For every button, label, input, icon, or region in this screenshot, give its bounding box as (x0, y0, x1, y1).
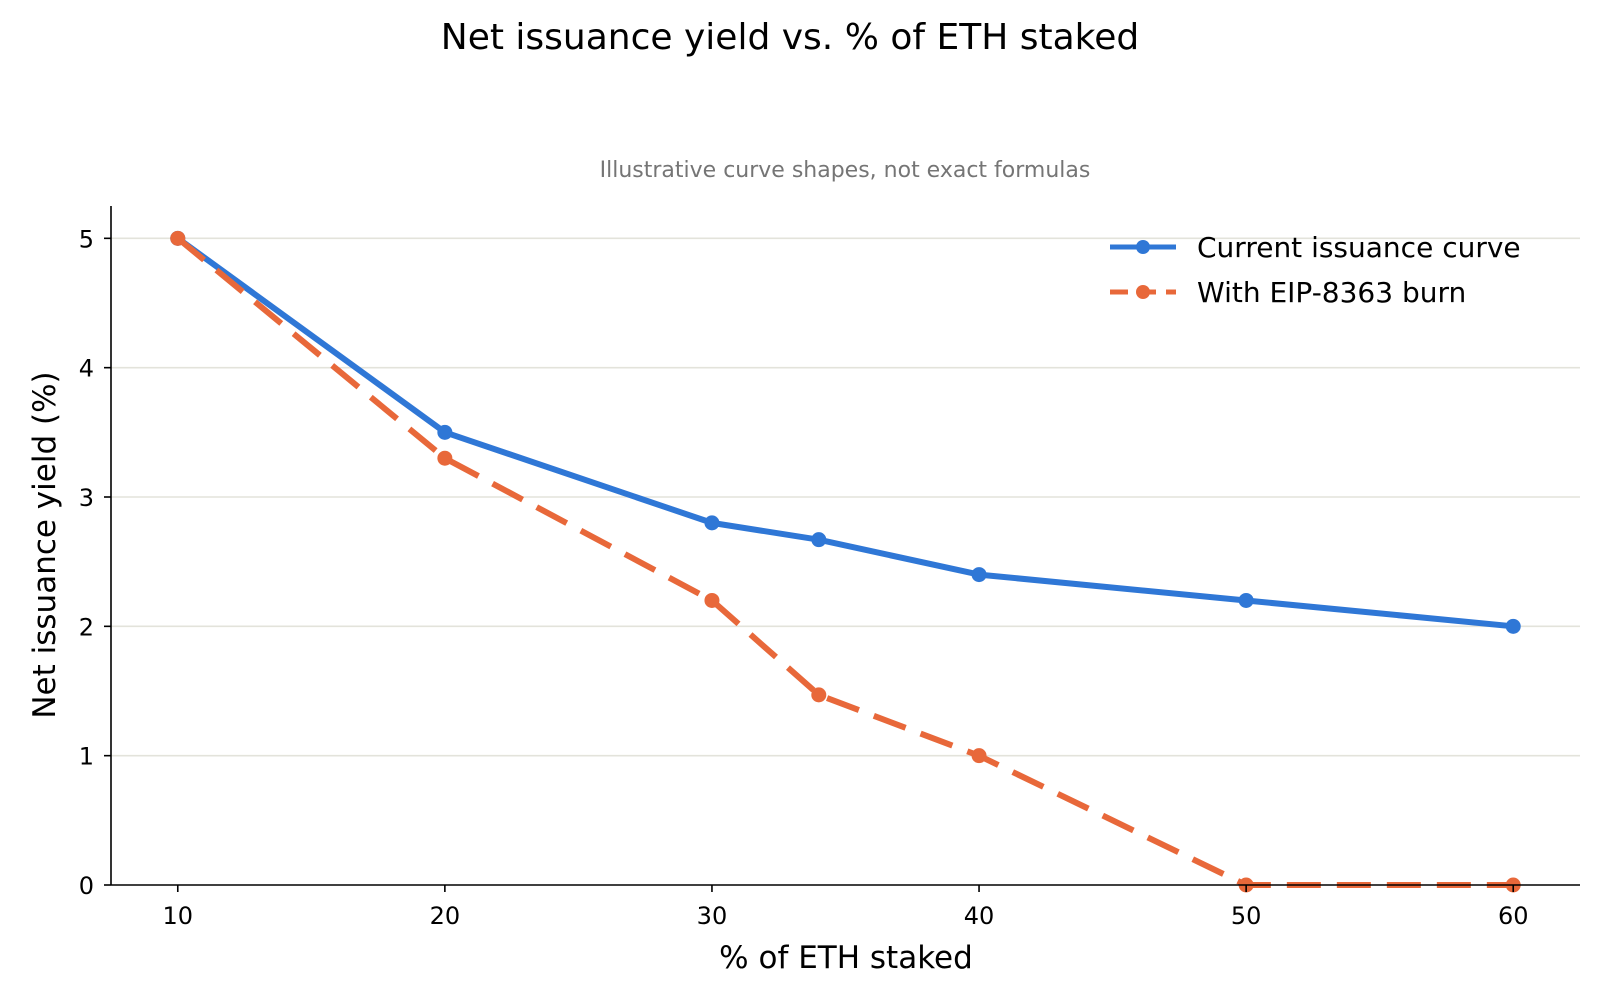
x-tick-label: 20 (430, 902, 461, 930)
legend: Current issuance curve With EIP-8363 bur… (1110, 231, 1521, 309)
legend-swatch-current-marker (1136, 240, 1150, 254)
y-tick-label: 1 (79, 743, 94, 771)
y-tick-label: 3 (79, 484, 94, 512)
x-tick-label: 40 (964, 902, 995, 930)
x-tick-label: 10 (162, 902, 193, 930)
x-tick-label: 30 (697, 902, 728, 930)
y-tick-label: 0 (79, 872, 94, 900)
chart-subtitle: Illustrative curve shapes, not exact for… (600, 158, 1091, 183)
legend-item-current: Current issuance curve (1110, 231, 1521, 264)
x-tick-label: 50 (1231, 902, 1262, 930)
legend-label-eip8363: With EIP-8363 burn (1197, 276, 1466, 309)
y-tick-label: 5 (79, 225, 94, 253)
series-point-1 (971, 748, 987, 764)
series-line-1 (175, 235, 1514, 888)
series-point-0 (1238, 592, 1254, 608)
series-point-1 (437, 450, 453, 466)
legend-label-current: Current issuance curve (1197, 231, 1521, 264)
tick-layer: 0 1 2 3 4 5 10 20 30 40 50 60 (79, 225, 1529, 930)
series-point-0 (704, 515, 720, 531)
x-axis-label: % of ETH staked (719, 940, 973, 976)
series-point-0 (1505, 618, 1521, 634)
series-point-1 (704, 592, 720, 608)
series-point-0 (437, 424, 453, 440)
series-layer (170, 230, 1521, 893)
grid-lines (111, 237, 1580, 757)
legend-swatch-eip8363-marker (1136, 285, 1150, 299)
series-point-1 (811, 687, 827, 703)
x-tick-label: 60 (1498, 902, 1529, 930)
y-axis-label: Net issuance yield (%) (27, 371, 63, 718)
series-point-0 (971, 567, 987, 583)
y-tick-label: 4 (79, 355, 94, 383)
series-point-1 (170, 230, 186, 246)
legend-item-eip8363: With EIP-8363 burn (1110, 276, 1466, 309)
chart-title: Net issuance yield vs. % of ETH staked (441, 17, 1139, 58)
y-tick-label: 2 (79, 613, 94, 641)
series-point-0 (811, 532, 827, 548)
